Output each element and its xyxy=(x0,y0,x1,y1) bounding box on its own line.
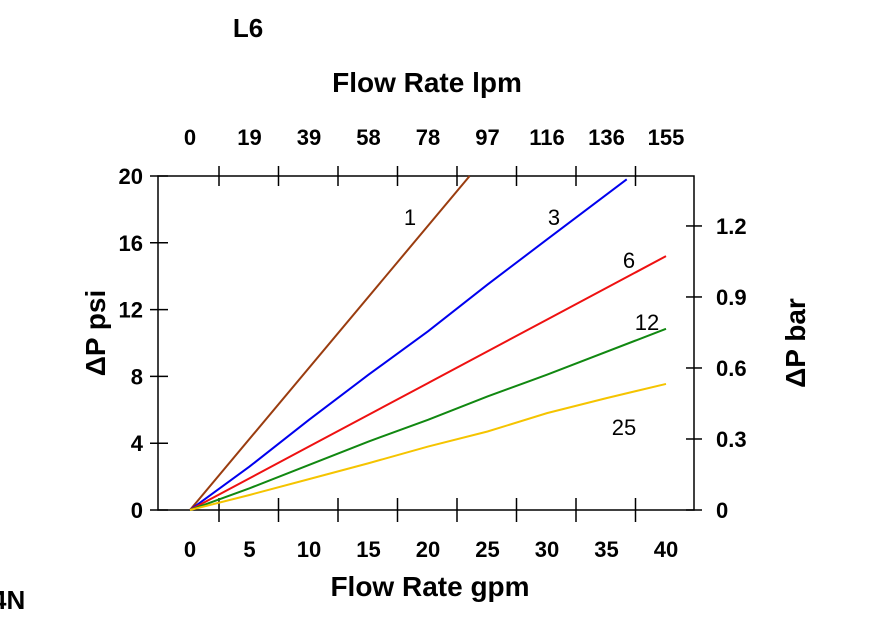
corner-label: 4N xyxy=(0,585,25,615)
x-tick-label: 10 xyxy=(297,537,321,562)
x-tick-label: 5 xyxy=(243,537,255,562)
y2-tick-label: 0.3 xyxy=(716,427,747,452)
x2-tick-label: 0 xyxy=(184,125,196,150)
y2-tick-label: 0.6 xyxy=(716,356,747,381)
x-axis-label: Flow Rate gpm xyxy=(330,571,529,602)
y2-tick-label: 0.9 xyxy=(716,285,747,310)
series-line-25 xyxy=(189,382,667,511)
x2-tick-label: 19 xyxy=(237,125,261,150)
series-line-6 xyxy=(189,255,667,511)
x-tick-label: 30 xyxy=(535,537,559,562)
series-label-25: 25 xyxy=(612,415,636,440)
series-label-12: 12 xyxy=(635,310,659,335)
series-line-12 xyxy=(189,327,667,511)
x2-tick-label: 58 xyxy=(356,125,380,150)
x2-tick-label: 136 xyxy=(588,125,625,150)
x-tick-label: 20 xyxy=(416,537,440,562)
chart-title: L6 xyxy=(233,13,263,43)
x-tick-label: 0 xyxy=(184,537,196,562)
x2-tick-label: 78 xyxy=(416,125,440,150)
y-tick-label: 16 xyxy=(119,231,143,256)
x2-tick-label: 39 xyxy=(297,125,321,150)
y-tick-label: 8 xyxy=(131,364,143,389)
y2-tick-label: 0 xyxy=(716,498,728,523)
x2-tick-label: 97 xyxy=(475,125,499,150)
x2-tick-label: 116 xyxy=(529,125,565,150)
y-tick-label: 20 xyxy=(119,164,143,189)
series-line-1 xyxy=(189,175,471,511)
y2-tick-label: 1.2 xyxy=(716,214,747,239)
series-label-6: 6 xyxy=(623,248,635,273)
x-tick-label: 15 xyxy=(356,537,380,562)
x-tick-label: 25 xyxy=(475,537,499,562)
series-line-3 xyxy=(189,178,628,511)
y2-axis-label: ΔP bar xyxy=(780,298,811,388)
top-axis-label: Flow Rate lpm xyxy=(332,67,522,98)
plot-frame xyxy=(157,175,695,511)
y-axis-label: ΔP psi xyxy=(80,290,111,377)
series-label-1: 1 xyxy=(404,205,416,230)
y-tick-label: 4 xyxy=(131,431,144,456)
x2-tick-label: 155 xyxy=(648,125,685,150)
y-tick-label: 12 xyxy=(119,298,143,323)
x-tick-label: 35 xyxy=(594,537,618,562)
x-tick-label: 40 xyxy=(654,537,678,562)
series-label-3: 3 xyxy=(548,205,560,230)
y-tick-label: 0 xyxy=(131,498,143,523)
